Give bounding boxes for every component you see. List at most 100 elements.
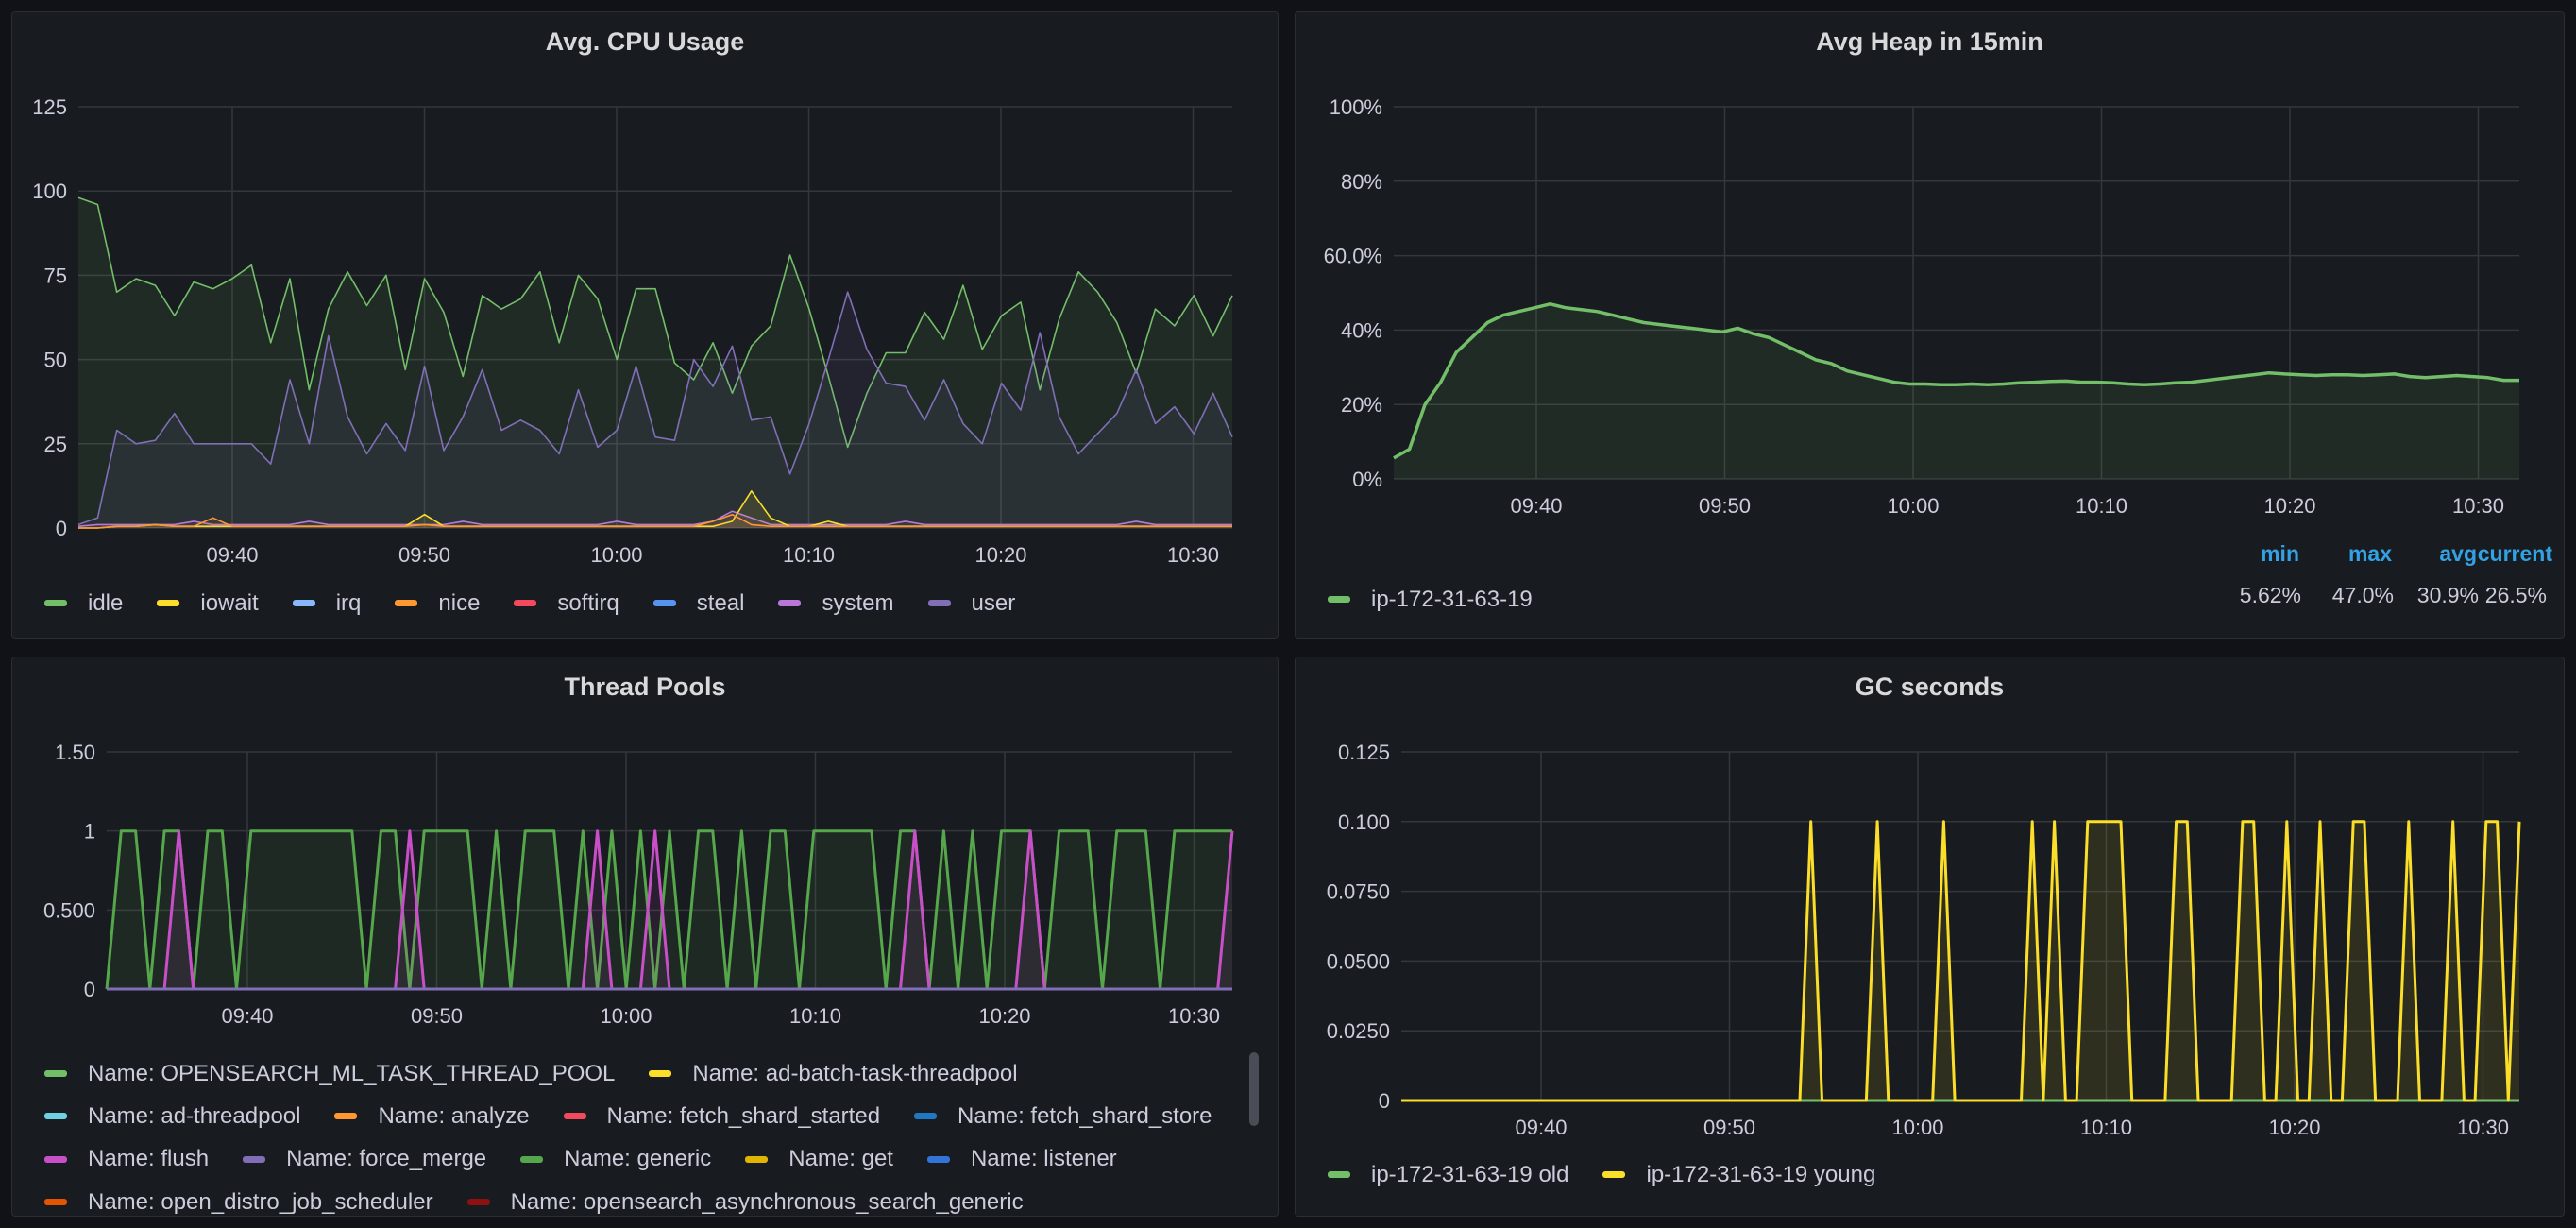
legend-item[interactable]: Name: listener	[926, 1139, 1117, 1179]
stat-header-current[interactable]: current	[2477, 541, 2552, 566]
legend-label: Name: opensearch_asynchronous_search_gen…	[510, 1188, 1024, 1215]
legend-row: Name: OPENSEARCH_ML_TASK_THREAD_POOL Name…	[44, 1050, 1246, 1093]
x-tick-label: 10:20	[2263, 494, 2315, 518]
y-tick-label: 100%	[1330, 95, 1382, 119]
legend-swatch	[44, 1070, 67, 1077]
legend-item[interactable]: iowait	[157, 590, 259, 617]
gc-panel[interactable]: GC seconds 0 0.0250 0.0500 0.0750 0.100 0.125…	[1295, 657, 2565, 1217]
series-line-system[interactable]	[77, 510, 1232, 527]
stat-header-avg[interactable]: avg	[2439, 541, 2477, 566]
legend-swatch	[395, 600, 418, 606]
legend-item[interactable]: Name: ad-batch-task-threadpool	[649, 1054, 1018, 1094]
legend-label: system	[822, 589, 894, 616]
legend-label: Name: generic	[564, 1146, 712, 1172]
legend-item[interactable]: user	[927, 590, 1015, 617]
legend-item[interactable]: Name: analyze	[334, 1097, 530, 1136]
legend-scrollbar[interactable]	[1249, 1052, 1259, 1126]
legend-swatch	[520, 1155, 544, 1163]
legend-item[interactable]: Name: get	[745, 1139, 893, 1179]
stat-header-max[interactable]: max	[2347, 541, 2392, 566]
x-tick-label: 10:00	[1887, 494, 1939, 518]
legend-label: ip-172-31-63-19 old	[1371, 1161, 1569, 1187]
x-tick-label: 10:00	[1891, 1116, 1943, 1139]
legend-item[interactable]: Name: force_merge	[243, 1139, 486, 1179]
legend-swatch	[292, 600, 315, 606]
legend-item[interactable]: ip-172-31-63-19	[1328, 587, 1533, 613]
x-tick-label: 10:30	[2452, 494, 2504, 518]
panel-title[interactable]: Avg Heap in 15min	[1816, 27, 2043, 56]
x-tick-label: 10:20	[974, 543, 1026, 567]
legend-label: Name: OPENSEARCH_ML_TASK_THREAD_POOL	[88, 1060, 616, 1086]
legend-swatch	[1328, 596, 1350, 603]
threads-panel[interactable]: Thread Pools 0 0.500 1 1.50 09:40 09:50 10:00 1…	[11, 657, 1279, 1217]
legend-item[interactable]: Name: ad-threadpool	[44, 1097, 300, 1136]
legend-item[interactable]: Name: OPENSEARCH_ML_TASK_THREAD_POOL	[44, 1054, 615, 1094]
gc-chart[interactable]: 0 0.0250 0.0500 0.0750 0.100 0.125 09:40 09:50 1…	[1296, 657, 2564, 1149]
legend-swatch	[914, 1113, 938, 1120]
legend-item[interactable]: idle	[44, 590, 123, 617]
series-line-user[interactable]	[77, 291, 1233, 526]
y-tick-label: 40%	[1341, 318, 1382, 342]
legend-label: Name: force_merge	[286, 1146, 487, 1172]
legend-item[interactable]: ip-172-31-63-19 young	[1602, 1162, 1875, 1188]
y-tick-label: 100	[32, 179, 67, 203]
heap-stats-values: 5.62% 47.0% 30.9% 26.5%	[1296, 583, 2564, 615]
panel-title[interactable]: GC seconds	[1855, 673, 2005, 701]
legend-item[interactable]: steal	[652, 590, 744, 617]
series-line-ip-172-31-63-19[interactable]	[1393, 302, 2519, 460]
legend-label: Name: flush	[88, 1146, 210, 1172]
series-line-idle[interactable]	[77, 196, 1233, 449]
panel-title[interactable]: Avg. CPU Usage	[545, 27, 745, 56]
cpu-chart[interactable]: 0 25 50 75 100 125 09:40 09:50 10:00 10:10 10:20 10…	[12, 12, 1278, 579]
x-tick-label: 10:10	[2080, 1116, 2132, 1139]
legend-item[interactable]: nice	[395, 590, 480, 617]
x-tick-label: 10:20	[2268, 1116, 2320, 1139]
legend-label: Name: fetch_shard_store	[958, 1103, 1212, 1129]
y-tick-label: 50	[44, 349, 67, 372]
series-line-ip-172-31-63-19-young[interactable]	[1401, 820, 2521, 1102]
y-tick-label: 1.50	[55, 741, 95, 764]
legend-item[interactable]: Name: opensearch_asynchronous_search_gen…	[466, 1183, 1024, 1217]
legend-item[interactable]: Name: open_distro_job_scheduler	[44, 1183, 433, 1217]
series-line-nice[interactable]	[78, 513, 1232, 529]
y-tick-label: 0	[56, 517, 67, 540]
legend-item[interactable]: system	[778, 589, 894, 617]
y-tick-label: 25	[44, 433, 67, 456]
panel-title[interactable]: Thread Pools	[564, 673, 726, 701]
legend-label: Name: ad-threadpool	[88, 1103, 301, 1129]
legend-row: Name: open_distro_job_scheduler Name: ope…	[44, 1179, 1246, 1217]
legend-item[interactable]: irq	[292, 590, 361, 617]
y-tick-label: 0.100	[1338, 810, 1390, 834]
legend-swatch	[44, 1113, 67, 1120]
legend-item[interactable]: Name: fetch_shard_store	[914, 1097, 1212, 1136]
x-tick-label: 09:40	[206, 543, 258, 567]
x-tick-label: 09:50	[1699, 494, 1751, 518]
legend-label: ip-172-31-63-19	[1371, 586, 1533, 612]
y-tick-label: 0	[84, 978, 95, 1001]
legend-label: Name: fetch_shard_started	[606, 1103, 881, 1129]
legend-item[interactable]: Name: fetch_shard_started	[563, 1097, 881, 1136]
legend-swatch	[778, 600, 802, 606]
x-tick-label: 10:30	[2457, 1116, 2509, 1139]
legend-item[interactable]: softirq	[514, 590, 619, 617]
legend-row: Name: flush Name: force_merge Name: generi…	[44, 1136, 1246, 1179]
x-tick-label: 09:50	[411, 1004, 463, 1028]
legend-swatch	[466, 1198, 490, 1205]
legend-item[interactable]: ip-172-31-63-19 old	[1328, 1162, 1568, 1188]
y-tick-label: 80%	[1341, 170, 1382, 194]
heap-panel[interactable]: Avg Heap in 15min 0% 20% 40% 60.0% 80% 100% 09…	[1295, 11, 2565, 639]
stat-header-min[interactable]: min	[2261, 541, 2299, 566]
series-area-ip-172-31-63-19	[1394, 303, 2519, 479]
y-tick-label: 0.0250	[1327, 1019, 1390, 1043]
series-area-idle	[78, 197, 1232, 529]
legend-item[interactable]: Name: flush	[44, 1139, 209, 1179]
y-tick-label: 0.0500	[1327, 949, 1390, 973]
heap-chart[interactable]: 0% 20% 40% 60.0% 80% 100% 09:40 09:50 10:00 10:10…	[1296, 12, 2564, 541]
legend-item[interactable]: Name: generic	[520, 1139, 711, 1179]
legend-swatch	[745, 1155, 769, 1163]
x-tick-label: 09:40	[1515, 1116, 1567, 1139]
threads-chart[interactable]: 0 0.500 1 1.50 09:40 09:50 10:00 10:10 10:20 10:3…	[12, 657, 1278, 1045]
legend-swatch	[926, 1155, 950, 1163]
legend-swatch	[652, 600, 676, 606]
cpu-panel[interactable]: Avg. CPU Usage 0 25 50 75 100 125 09:40 09:50 10…	[11, 11, 1279, 639]
